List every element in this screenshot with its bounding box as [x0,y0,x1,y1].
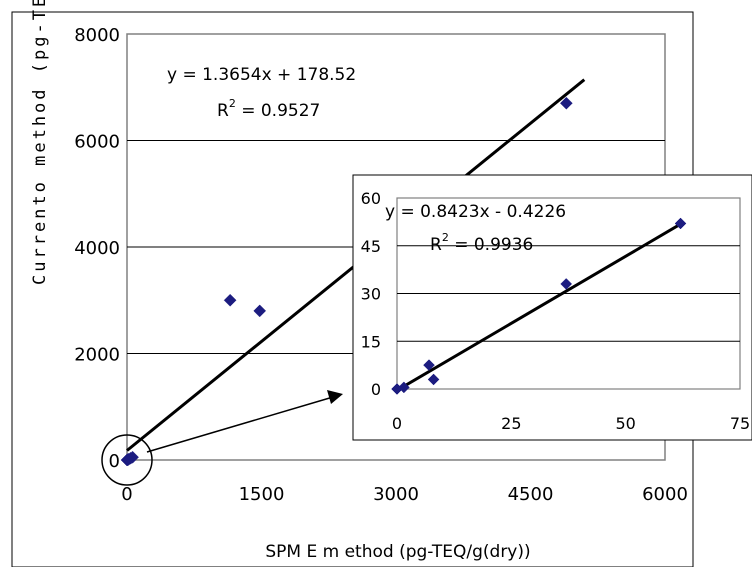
main-y-tick-label: 4000 [74,238,120,259]
y-axis-title: Currento method (pg-TEQ/g [30,0,50,285]
main-x-tick-label: 1500 [239,484,285,505]
inset-y-tick-label: 15 [361,332,381,351]
inset-r-exponent: 2 [442,231,449,244]
main-r-exponent: 2 [229,97,236,110]
main-y-tick-label: 0 [109,451,120,472]
inset-r-value: = 0.9936 [449,235,534,255]
main-x-tick-labels: 0 1500 3000 4500 6000 [121,484,688,505]
inset-data-point [560,278,573,290]
inset-r-squared: R2 = 0.9936 [430,231,533,255]
main-data-point [223,293,237,307]
inset-data-point [427,373,440,386]
inset-x-tick-label: 75 [730,414,750,433]
main-y-tick-label: 2000 [74,345,120,366]
inset-y-tick-label: 30 [361,285,381,304]
zoom-arrow [146,390,343,453]
inset-r-label: R [430,235,442,255]
inset-data-point [674,217,687,230]
main-x-tick-label: 6000 [642,484,688,505]
inset-y-tick-label: 45 [361,237,381,256]
inset-y-tick-label: 0 [371,380,381,399]
main-y-tick-label: 8000 [74,25,120,46]
inset-x-tick-label: 0 [392,414,402,433]
inset-trendline [398,222,682,391]
main-data-point [126,450,139,464]
main-data-point [253,304,267,318]
main-r-label: R [217,101,229,121]
main-r-value: = 0.9527 [236,101,321,121]
x-axis-title: SPM E m ethod (pg-TEQ/g(dry)) [265,542,530,562]
inset-gridlines [397,245,740,342]
main-x-tick-label: 0 [121,484,132,505]
arrow-head [327,390,343,404]
inset-x-tick-labels: 0 25 50 75 [392,414,750,433]
inset-chart: 0 25 50 75 0 15 30 45 60 y = 0.8423x - 0.4226 R… [352,174,752,441]
main-y-tick-label: 6000 [74,132,120,153]
main-y-tick-labels: 0 2000 4000 6000 8000 [74,25,120,472]
main-x-tick-label: 3000 [373,484,419,505]
inset-data-point [423,359,435,371]
inset-data-point [398,381,410,394]
main-equation: y = 1.3654x + 178.52 [167,65,356,85]
main-r-squared: R2 = 0.9527 [217,97,320,121]
inset-equation: y = 0.8423x - 0.4226 [385,202,566,222]
inset-data-points [391,217,687,395]
inset-y-tick-labels: 0 15 30 45 60 [361,189,381,399]
inset-x-tick-label: 50 [615,414,635,433]
main-data-point [560,96,573,110]
inset-y-tick-label: 60 [361,189,381,208]
inset-x-tick-label: 25 [501,414,521,433]
main-x-tick-label: 4500 [508,484,554,505]
main-data-points [120,96,573,467]
zoom-circle [101,434,153,486]
